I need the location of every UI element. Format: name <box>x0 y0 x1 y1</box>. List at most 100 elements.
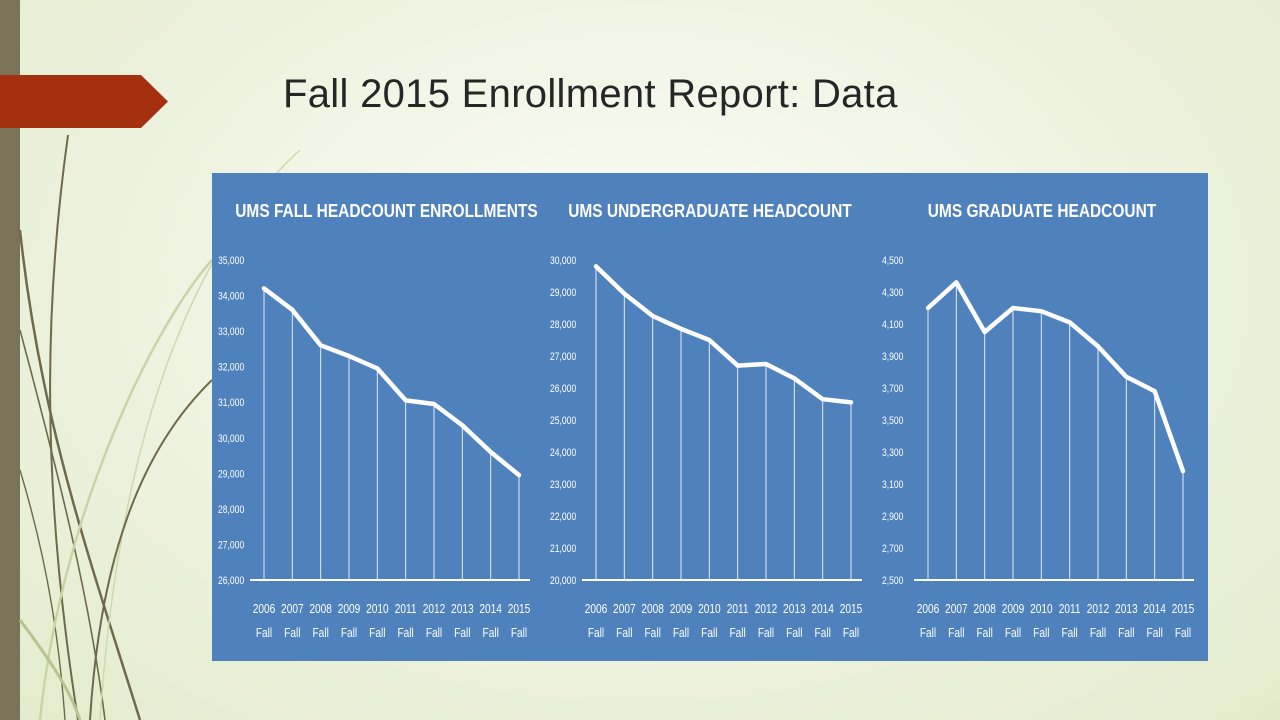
charts-panel: UMS FALL HEADCOUNT ENROLLMENTS 26,000 27,… <box>212 173 1208 661</box>
y-tick-label: 27,000 <box>218 540 245 552</box>
x-tick-label: 2015 <box>1172 602 1195 616</box>
x-tick-label: Fall <box>815 626 831 640</box>
x-tick-label: 2011 <box>395 602 417 616</box>
data-point <box>622 291 627 296</box>
x-tick-label: 2015 <box>508 602 531 616</box>
y-tick-label: 25,000 <box>550 415 577 427</box>
y-tick-label: 23,000 <box>550 479 577 491</box>
x-tick-label: Fall <box>454 626 470 640</box>
x-tick-label: 2010 <box>1030 602 1053 616</box>
slide-title: Fall 2015 Enrollment Report: Data <box>283 72 898 116</box>
y-tick-label: 28,000 <box>550 319 577 331</box>
y-tick-label: 35,000 <box>218 255 245 267</box>
data-point <box>403 398 408 403</box>
y-tick-label: 26,000 <box>550 383 577 395</box>
data-point <box>764 362 768 366</box>
data-point <box>290 307 295 312</box>
y-tick-label: 4,500 <box>882 255 904 267</box>
y-tick-label: 30,000 <box>550 255 577 267</box>
chart-total-headcount: UMS FALL HEADCOUNT ENROLLMENTS 26,000 27,… <box>212 173 544 661</box>
x-tick-label: 2008 <box>641 602 664 616</box>
y-tick-label: 24,000 <box>550 447 577 459</box>
y-tick-label: 26,000 <box>218 575 245 587</box>
x-tick-label: Fall <box>730 626 746 640</box>
y-tick-label: 2,900 <box>882 511 904 523</box>
x-tick-label: 2014 <box>811 602 834 616</box>
y-tick-label: 31,000 <box>218 397 245 409</box>
x-tick-label: 2011 <box>1059 602 1081 616</box>
y-tick-label: 33,000 <box>218 326 245 338</box>
data-point <box>460 423 465 428</box>
y-tick-label: 30,000 <box>218 433 245 445</box>
x-tick-label: 2006 <box>253 602 276 616</box>
chart-title: UMS UNDERGRADUATE HEADCOUNT <box>568 201 852 221</box>
data-point <box>849 400 853 405</box>
data-point <box>488 450 493 454</box>
x-tick-label: 2015 <box>840 602 863 616</box>
x-tick-label: Fall <box>758 626 774 640</box>
x-tick-label: Fall <box>511 626 527 640</box>
data-point <box>594 264 598 269</box>
y-tick-label: 3,700 <box>882 383 904 395</box>
data-point <box>432 402 436 406</box>
x-tick-label: 2010 <box>698 602 721 616</box>
x-tick-label: 2009 <box>338 602 361 616</box>
x-tick-label: Fall <box>1175 626 1191 640</box>
y-tick-label: 22,000 <box>550 511 577 523</box>
data-point <box>347 354 351 358</box>
x-tick-label: 2012 <box>423 602 446 616</box>
x-tick-label: Fall <box>920 626 936 640</box>
data-point <box>707 338 712 342</box>
x-tick-label: Fall <box>1033 626 1049 640</box>
x-tick-label: Fall <box>256 626 272 640</box>
data-point <box>262 286 266 291</box>
data-point <box>926 306 930 310</box>
x-tick-label: 2011 <box>727 602 749 616</box>
data-point <box>650 314 655 318</box>
title-arrow-shape <box>0 75 168 128</box>
x-tick-label: 2006 <box>585 602 608 616</box>
x-tick-label: Fall <box>977 626 993 640</box>
chart-title: UMS FALL HEADCOUNT ENROLLMENTS <box>235 201 538 221</box>
x-tick-label: Fall <box>843 626 859 640</box>
x-tick-label: 2008 <box>973 602 996 616</box>
data-point <box>982 330 987 334</box>
y-tick-label: 3,900 <box>882 351 904 363</box>
x-tick-label: Fall <box>426 626 442 640</box>
y-tick-label: 32,000 <box>218 362 245 374</box>
x-tick-label: 2009 <box>670 602 693 616</box>
y-tick-label: 4,300 <box>882 287 904 299</box>
data-point <box>1181 469 1185 474</box>
x-tick-label: Fall <box>616 626 632 640</box>
chart-graduate-headcount: UMS GRADUATE HEADCOUNT 2,500 2,700 2,900 3,… <box>876 173 1208 661</box>
data-point <box>820 397 825 402</box>
x-tick-label: 2013 <box>1115 602 1138 616</box>
y-tick-label: 27,000 <box>550 351 577 363</box>
x-tick-label: Fall <box>313 626 329 640</box>
x-tick-label: 2007 <box>281 602 304 616</box>
data-point <box>792 376 797 381</box>
x-tick-label: Fall <box>284 626 300 640</box>
x-tick-label: Fall <box>1090 626 1106 640</box>
data-point <box>954 280 959 285</box>
data-point <box>1039 309 1044 314</box>
data-point <box>375 366 380 371</box>
data-point <box>679 326 683 331</box>
x-tick-label: 2009 <box>1002 602 1025 616</box>
x-tick-label: Fall <box>1062 626 1078 640</box>
series-line <box>593 264 854 405</box>
x-tick-label: Fall <box>341 626 357 640</box>
x-tick-label: Fall <box>483 626 499 640</box>
y-tick-label: 29,000 <box>550 287 577 299</box>
y-tick-label: 29,000 <box>218 468 245 480</box>
y-tick-label: 21,000 <box>550 543 577 555</box>
data-point <box>517 473 521 478</box>
x-tick-label: 2008 <box>309 602 332 616</box>
y-tick-label: 4,100 <box>882 319 904 331</box>
x-tick-label: 2013 <box>783 602 806 616</box>
y-tick-label: 20,000 <box>550 575 577 587</box>
data-point <box>1124 374 1129 379</box>
x-tick-label: 2012 <box>755 602 778 616</box>
x-tick-label: Fall <box>673 626 689 640</box>
x-tick-label: 2012 <box>1087 602 1110 616</box>
